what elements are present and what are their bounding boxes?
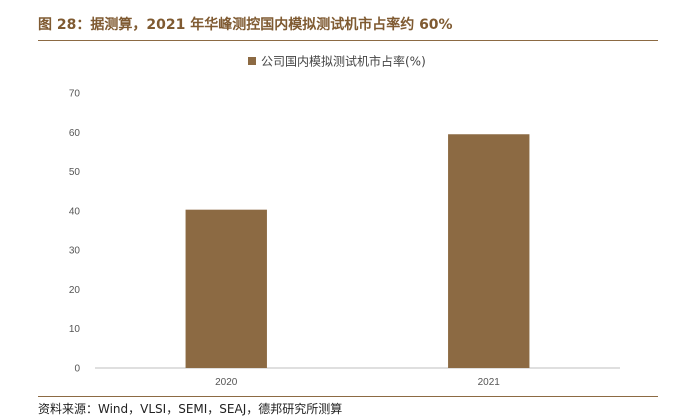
y-tick-label: 50	[69, 167, 81, 178]
source-note: 资料来源：Wind，VLSI，SEMI，SEAJ，德邦研究所测算	[38, 402, 343, 416]
x-tick-label: 2021	[478, 377, 501, 388]
bar	[185, 209, 267, 368]
y-tick-label: 20	[69, 285, 81, 296]
bar	[448, 134, 530, 368]
y-tick-label: 70	[69, 89, 81, 100]
y-tick-label: 60	[69, 128, 81, 139]
figure-title: 图 28：据测算，2021 年华峰测控国内模拟测试机市占率约 60%	[38, 17, 453, 33]
y-tick-label: 30	[69, 246, 81, 257]
legend-swatch	[248, 57, 256, 65]
x-tick-label: 2020	[215, 377, 238, 388]
footer-rule	[38, 396, 658, 397]
y-tick-label: 0	[74, 364, 80, 375]
legend-label: 公司国内模拟测试机市占率(%)	[261, 54, 426, 69]
y-tick-label: 40	[69, 206, 81, 217]
title-rule	[38, 40, 658, 41]
y-tick-label: 10	[69, 324, 81, 335]
